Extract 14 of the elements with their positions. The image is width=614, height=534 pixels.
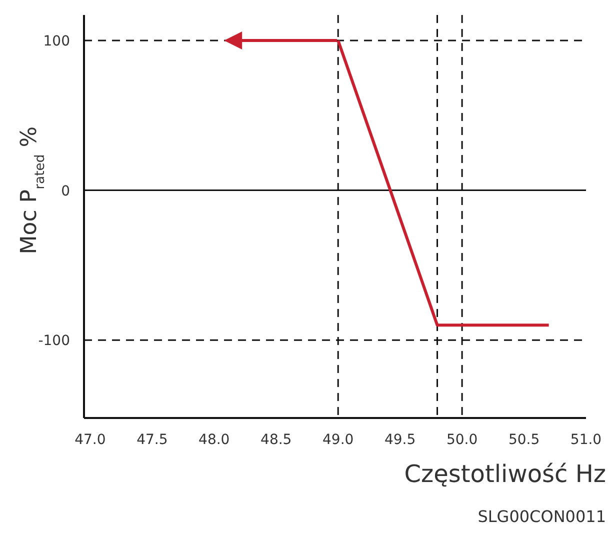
x-tick-label: 47.0 [74, 432, 106, 448]
x-tick-label: 48.0 [198, 432, 230, 448]
x-tick-label: 50.0 [446, 432, 478, 448]
text: SLG00CON0011 [478, 507, 606, 526]
x-tick-label: 47.5 [136, 432, 168, 448]
x-axis-title: Częstotliwość Hz [404, 460, 606, 488]
x-tick-label: 49.0 [322, 432, 354, 448]
y-tick-label: 0 [61, 183, 70, 200]
x-tick-label: 49.5 [384, 432, 416, 448]
y-tick-label: -100 [38, 333, 70, 350]
y-tick-label: 100 [43, 33, 70, 50]
x-tick-label: 50.5 [508, 432, 540, 448]
x-tick-label: 51.0 [570, 432, 602, 448]
x-tick-label: 48.5 [260, 432, 292, 448]
